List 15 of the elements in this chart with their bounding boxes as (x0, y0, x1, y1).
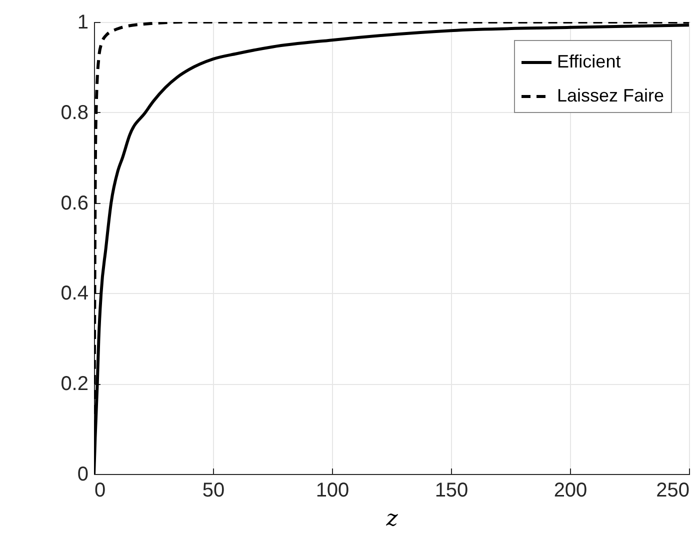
y-tick-label: 1 (77, 12, 88, 34)
legend-label: Laissez Faire (557, 86, 664, 106)
y-tick-label: 0 (77, 464, 88, 486)
x-tick-label: 150 (434, 480, 468, 502)
x-axis-title: z (385, 506, 398, 532)
y-tick-label: 0.6 (60, 192, 88, 214)
y-tick-label: 0.8 (60, 102, 88, 124)
x-tick-label: 250 (656, 480, 690, 502)
x-tick-label: 0 (94, 480, 106, 502)
x-tick-label: 200 (554, 480, 588, 502)
y-tick-label: 0.4 (60, 282, 88, 305)
y-tick-label: 0.2 (60, 373, 88, 396)
x-tick-label: 100 (316, 480, 350, 502)
x-tick-label: 50 (202, 480, 225, 502)
legend-label: Efficient (557, 52, 621, 72)
